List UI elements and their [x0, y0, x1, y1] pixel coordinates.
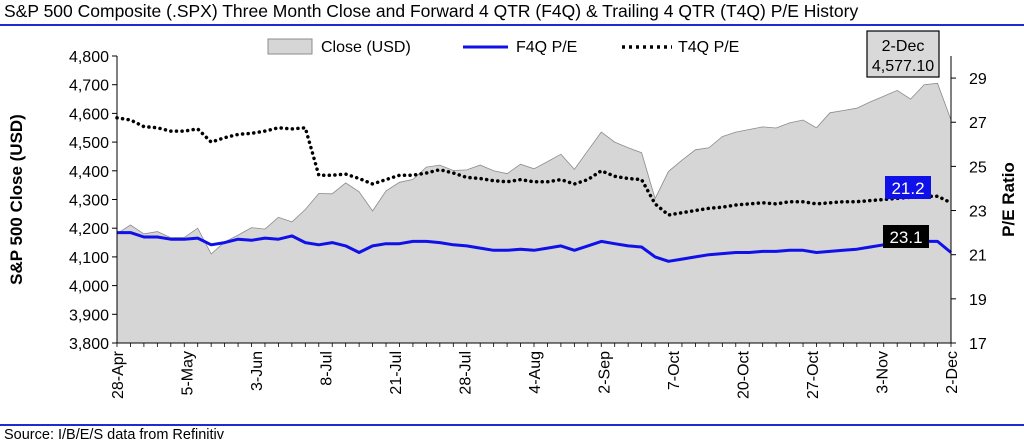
close-callout-date: 2-Dec — [882, 38, 925, 55]
x-tick-label: 2-Sep — [597, 351, 614, 394]
y-tick-label: 4,000 — [69, 279, 109, 296]
y2-tick-label: 25 — [969, 159, 987, 176]
y-tick-label: 4,700 — [69, 78, 109, 95]
legend-label-f4q: F4Q P/E — [516, 39, 577, 56]
x-tick-label: 3-Nov — [875, 351, 892, 394]
axes: 3,800 3,900 4,000 4,100 4,200 4,300 4,400 4,500… — [7, 49, 1018, 399]
x-tick-label: 28-Jul — [458, 351, 475, 395]
y-tick-label: 3,900 — [69, 307, 109, 324]
y-tick-label: 4,200 — [69, 221, 109, 238]
x-tick-label: 4-Aug — [527, 351, 544, 394]
close-callout-box — [866, 30, 940, 78]
series-close-area — [116, 82, 952, 344]
y2-axis-title: P/E Ratio — [999, 162, 1018, 237]
y-tick-label: 4,800 — [69, 49, 109, 66]
legend-label-close: Close (USD) — [321, 39, 411, 56]
y-tick-label: 4,500 — [69, 135, 109, 152]
x-tick-label: 20-Oct — [736, 350, 753, 399]
x-tick-label: 28-Apr — [110, 350, 127, 399]
x-tick-label: 3-Jun — [249, 351, 266, 391]
f4q-callout-box — [883, 225, 929, 248]
y2-tick-label: 29 — [969, 71, 987, 88]
y-tick-label: 4,600 — [69, 106, 109, 123]
chart-title: S&P 500 Composite (.SPX) Three Month Clo… — [4, 1, 859, 21]
y-tick-label: 4,100 — [69, 250, 109, 267]
x-tick-label: 21-Jul — [388, 351, 405, 395]
t4q-callout-box — [885, 176, 931, 199]
t4q-callout: 21.2 — [885, 176, 931, 199]
close-callout: 2-Dec 4,577.10 — [866, 30, 940, 78]
top-divider — [0, 24, 1024, 26]
x-tick-label: 7-Oct — [666, 350, 683, 390]
t4q-callout-value: 21.2 — [891, 179, 924, 198]
y2-tick-label: 23 — [969, 204, 987, 221]
x-tick-label: 8-Jul — [319, 351, 336, 386]
y-axis-title: S&P 500 Close (USD) — [7, 114, 26, 285]
bottom-divider — [0, 424, 1024, 426]
x-tick-label: 27-Oct — [805, 350, 822, 399]
y2-tick-label: 17 — [969, 336, 987, 353]
close-area-layer — [116, 82, 952, 344]
source-note: Source: I/B/E/S data from Refinitiv — [4, 427, 225, 443]
y-tick-label: 3,800 — [69, 336, 109, 353]
pe-lines-layer — [115, 116, 953, 263]
legend-swatch-close — [267, 38, 313, 55]
x-tick-label: 2-Dec — [944, 351, 961, 394]
y2-tick-label: 19 — [969, 292, 987, 309]
y-tick-label: 4,300 — [69, 193, 109, 210]
legend-label-t4q: T4Q P/E — [678, 39, 739, 56]
y-tick-label: 4,400 — [69, 164, 109, 181]
legend: Close (USD) F4Q P/E T4Q P/E — [267, 38, 739, 56]
y2-tick-label: 21 — [969, 248, 987, 265]
f4q-callout: 23.1 — [883, 225, 929, 248]
f4q-callout-value: 23.1 — [889, 228, 922, 247]
y2-tick-label: 27 — [969, 115, 987, 132]
x-tick-label: 5-May — [180, 351, 197, 395]
series-f4q-line — [117, 231, 952, 263]
close-callout-value: 4,577.10 — [872, 58, 934, 75]
